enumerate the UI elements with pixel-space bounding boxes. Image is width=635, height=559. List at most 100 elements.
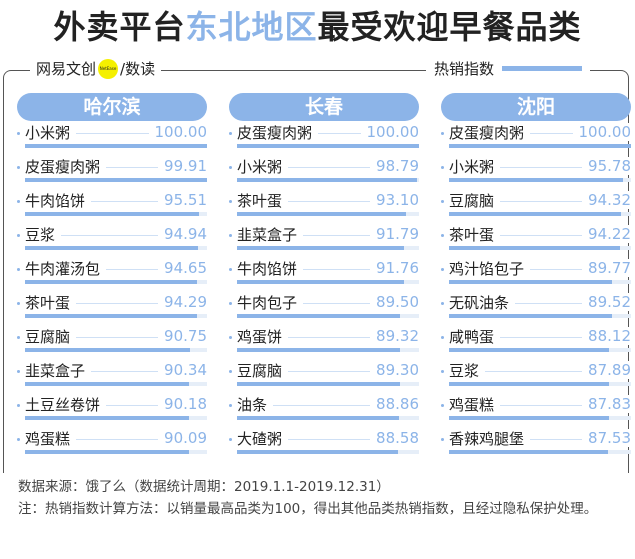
item-name: 皮蛋瘦肉粥 <box>449 122 531 143</box>
city-header: 沈阳 <box>441 93 631 121</box>
bullet-icon <box>229 302 232 305</box>
item-name: 豆浆 <box>449 360 486 381</box>
leader-line <box>449 201 631 202</box>
leader-line <box>449 133 631 134</box>
list-item: 鸡蛋饼 89.32 <box>229 325 419 359</box>
leader-line <box>237 133 419 134</box>
title-part1: 外卖平台 <box>53 8 186 46</box>
item-name: 小米粥 <box>237 156 289 177</box>
leader-line <box>25 405 207 406</box>
index-bar <box>449 314 612 318</box>
index-bar <box>237 178 417 182</box>
item-name: 牛肉灌汤包 <box>25 258 107 279</box>
list-item: 咸鸭蛋 88.12 <box>441 325 631 359</box>
item-name: 韭菜盒子 <box>237 224 304 245</box>
list-item: 鸡汁馅包子 89.77 <box>441 257 631 291</box>
leader-line <box>237 303 419 304</box>
index-bar <box>25 178 207 182</box>
bullet-icon <box>17 200 20 203</box>
item-value: 99.91 <box>158 157 207 175</box>
item-name: 鸡蛋糕 <box>449 394 501 415</box>
index-bar <box>449 144 631 148</box>
item-name: 豆浆 <box>25 224 62 245</box>
bullet-icon <box>229 166 232 169</box>
index-bar-track <box>449 416 631 420</box>
index-bar <box>237 416 399 420</box>
item-name: 豆腐脑 <box>25 326 77 347</box>
index-bar <box>25 144 207 148</box>
index-bar <box>25 246 198 250</box>
bullet-icon <box>17 404 20 407</box>
leader-line <box>237 371 419 372</box>
item-value: 87.53 <box>582 429 631 447</box>
item-value: 90.75 <box>158 327 207 345</box>
bullet-icon <box>441 404 444 407</box>
index-bar <box>449 178 624 182</box>
bullet-icon <box>441 302 444 305</box>
item-name: 小米粥 <box>25 122 77 143</box>
index-bar-track <box>25 348 207 352</box>
leader-line <box>237 405 419 406</box>
index-bar <box>237 212 407 216</box>
bullet-icon <box>441 234 444 237</box>
leader-line <box>237 269 419 270</box>
legend-label: 热销指数 <box>434 60 495 78</box>
item-name: 茶叶蛋 <box>237 190 289 211</box>
bullet-icon <box>229 268 232 271</box>
item-value: 89.77 <box>582 259 631 277</box>
index-bar-track <box>237 450 419 454</box>
leader-line <box>25 337 207 338</box>
leader-line <box>449 235 631 236</box>
item-name: 大碴粥 <box>237 428 289 449</box>
index-bar-track <box>25 382 207 386</box>
index-bar <box>25 280 198 284</box>
index-bar-track <box>237 416 419 420</box>
legend-swatch <box>502 66 583 71</box>
list-item: 皮蛋瘦肉粥 99.91 <box>17 155 207 189</box>
bullet-icon <box>441 268 444 271</box>
index-bar-track <box>25 212 207 216</box>
item-name: 牛肉馅饼 <box>25 190 92 211</box>
bullet-icon <box>17 234 20 237</box>
item-value: 95.78 <box>582 157 631 175</box>
leader-line <box>25 303 207 304</box>
netease-logo-icon: NetEase <box>98 58 119 79</box>
list-item: 豆腐脑 94.32 <box>441 189 631 223</box>
leader-line <box>25 439 207 440</box>
index-bar-track <box>237 280 419 284</box>
item-value: 90.18 <box>158 395 207 413</box>
item-value: 88.58 <box>370 429 419 447</box>
index-bar <box>237 314 400 318</box>
item-value: 98.79 <box>370 157 419 175</box>
item-value: 89.52 <box>582 293 631 311</box>
leader-line <box>25 371 207 372</box>
item-value: 91.76 <box>370 259 419 277</box>
bullet-icon <box>229 132 232 135</box>
bullet-icon <box>17 438 20 441</box>
city-column: 沈阳 皮蛋瘦肉粥 100.00 小米粥 95.78 豆腐脑 94.32 茶叶蛋 … <box>441 93 631 461</box>
index-bar-track <box>237 178 419 182</box>
item-name: 鸡蛋糕 <box>25 428 77 449</box>
list-item: 土豆丝卷饼 90.18 <box>17 393 207 427</box>
index-bar <box>25 382 190 386</box>
index-bar-track <box>237 314 419 318</box>
index-bar-track <box>25 450 207 454</box>
bullet-icon <box>17 336 20 339</box>
item-name: 咸鸭蛋 <box>449 326 501 347</box>
item-value: 100.00 <box>360 123 419 141</box>
item-name: 土豆丝卷饼 <box>25 394 107 415</box>
bullet-icon <box>441 438 444 441</box>
leader-line <box>449 303 631 304</box>
list-item: 鸡蛋糕 87.83 <box>441 393 631 427</box>
item-name: 香辣鸡腿堡 <box>449 428 531 449</box>
brand-sub: 数读 <box>125 60 156 78</box>
item-value: 95.51 <box>158 191 207 209</box>
leader-line <box>25 269 207 270</box>
index-bar-track <box>449 348 631 352</box>
item-value: 88.12 <box>582 327 631 345</box>
bullet-icon <box>229 370 232 373</box>
list-item: 韭菜盒子 91.79 <box>229 223 419 257</box>
item-value: 88.86 <box>370 395 419 413</box>
item-value: 93.10 <box>370 191 419 209</box>
leader-line <box>449 405 631 406</box>
